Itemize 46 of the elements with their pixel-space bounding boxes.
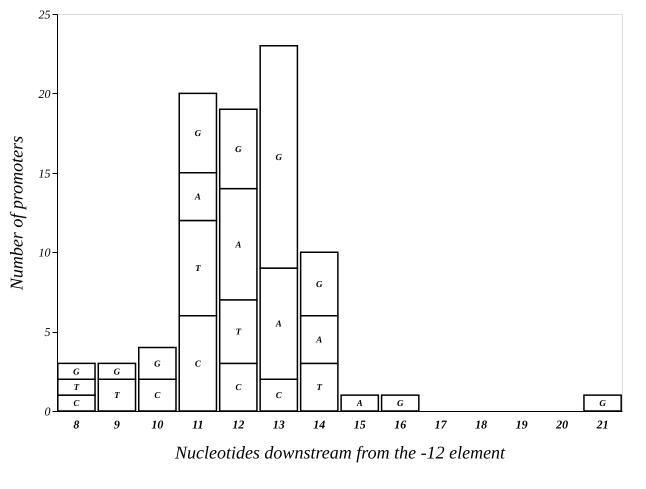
- x-tick-label: 18: [475, 418, 488, 432]
- text: T: [316, 382, 322, 392]
- text: C: [194, 358, 201, 368]
- text: T: [195, 263, 201, 274]
- text: G: [114, 366, 120, 376]
- series-label: T: [74, 382, 80, 392]
- x-tick-label: 10: [151, 418, 164, 432]
- text: T: [114, 390, 120, 400]
- text: A: [194, 192, 201, 202]
- x-tick-label: 20: [555, 418, 568, 432]
- y-tick-label: 25: [38, 8, 50, 22]
- x-tick-label: 16: [394, 418, 406, 432]
- text: T: [236, 326, 242, 337]
- series-label: C: [73, 398, 80, 408]
- x-tick-label: 9: [114, 418, 120, 432]
- y-tick-label: 0: [44, 404, 50, 418]
- y-axis-title: Number of promoters: [6, 136, 26, 292]
- x-tick-label: 14: [313, 418, 326, 432]
- x-tick-label: 11: [192, 418, 204, 432]
- text: C: [154, 390, 160, 400]
- text: G: [194, 128, 202, 138]
- y-tick-label: 15: [38, 166, 50, 180]
- y-tick-label: 20: [38, 86, 50, 101]
- text: C: [276, 390, 282, 400]
- x-tick-label: 12: [232, 418, 244, 432]
- text: G: [599, 398, 606, 408]
- y-tick-label: 5: [44, 325, 50, 340]
- text: G: [316, 278, 323, 289]
- x-tick-label: 21: [596, 418, 609, 432]
- series-label: A: [356, 398, 363, 408]
- x-tick-label: 19: [516, 418, 528, 432]
- text: G: [235, 144, 242, 154]
- x-tick-label: 15: [354, 418, 366, 432]
- y-tick-label: 10: [38, 246, 50, 260]
- text: A: [235, 239, 242, 250]
- text: G: [276, 152, 282, 162]
- x-tick-label: 17: [434, 418, 448, 432]
- series-label: G: [73, 366, 80, 376]
- text: A: [276, 318, 282, 329]
- x-tick-label: 13: [272, 418, 285, 432]
- text: G: [396, 398, 404, 408]
- x-axis-title: Nucleotides downstream from the -12 element: [174, 442, 506, 462]
- text: A: [316, 334, 322, 345]
- x-tick-label: 8: [73, 418, 80, 432]
- text: C: [235, 382, 242, 392]
- text: G: [154, 358, 161, 368]
